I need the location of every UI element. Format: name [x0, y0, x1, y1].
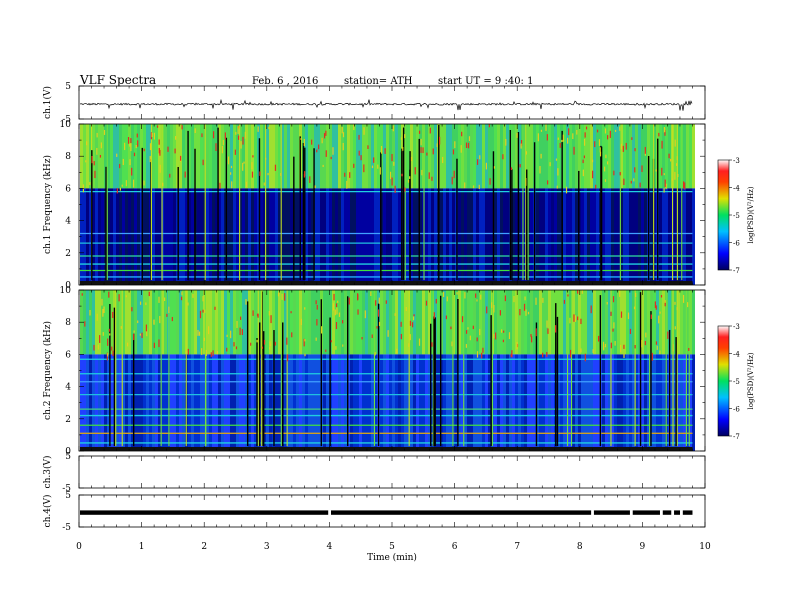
ytick-label: 2: [65, 415, 71, 425]
start-time-label: start UT = 9 :40: 1: [438, 76, 534, 87]
ytick-label: 8: [65, 152, 71, 162]
colorbar-tick-label: -7: [733, 267, 740, 275]
ch4-gap-4: [671, 510, 675, 516]
colorbar-tick-label: -6: [733, 240, 740, 248]
ch1-frequency-ylabel: ch.1 Frequency (kHz): [42, 155, 53, 254]
xtick-label: 6: [452, 542, 458, 552]
ytick-label: 4: [65, 383, 71, 393]
ch4-gap-5: [680, 510, 683, 516]
ytick-label: 8: [65, 318, 71, 328]
colorbar-label: log(PSD)(V²/Hz): [747, 352, 755, 409]
ch4-gap-1: [591, 510, 594, 516]
xtick-label: 1: [139, 542, 145, 552]
ch2-spectrogram: [80, 290, 695, 451]
xtick-label: 7: [514, 542, 520, 552]
ytick-label: 2: [65, 249, 71, 259]
ytick-label: 6: [65, 350, 71, 360]
colorbar-tick-label: -4: [733, 185, 740, 193]
xtick-label: 10: [699, 542, 711, 552]
colorbar-tick-label: -3: [733, 157, 740, 165]
ytick-label: 0: [65, 447, 71, 457]
ch1-colorbar: [717, 159, 730, 271]
xtick-label: 9: [640, 542, 646, 552]
xtick-label: 0: [76, 542, 82, 552]
ch4-waveform-band: [80, 510, 693, 515]
ch1-spectrogram: [80, 124, 695, 285]
colorbar-tick-label: -6: [733, 406, 740, 414]
colorbar-tick-label: -4: [733, 351, 740, 359]
date-label: Feb. 6 , 2016: [252, 76, 319, 87]
ch3-ylabel: ch.3(V): [42, 456, 53, 489]
ch4-gap-3: [659, 510, 663, 516]
ch4-gap-2: [629, 510, 633, 516]
xtick-label: 5: [389, 542, 395, 552]
ytick-label: 5: [65, 82, 71, 92]
station-label: station= ATH: [344, 76, 413, 87]
ytick-label: 10: [60, 120, 72, 130]
xtick-label: 2: [201, 542, 207, 552]
x-axis-label: Time (min): [367, 552, 417, 563]
ytick-label: 6: [65, 184, 71, 194]
ytick-label: 10: [60, 286, 72, 296]
xtick-label: 4: [327, 542, 333, 552]
xtick-label: 8: [577, 542, 583, 552]
ytick-label: 4: [65, 217, 71, 227]
ch1-ylabel: ch.1(V): [42, 86, 53, 119]
ch2-colorbar: [717, 325, 730, 437]
ch4-ylabel: ch.4(V): [42, 495, 53, 528]
colorbar-tick-label: -5: [733, 212, 740, 220]
ch4-gap-0: [328, 510, 331, 516]
ytick-label: -5: [62, 523, 71, 533]
colorbar-tick-label: -7: [733, 433, 740, 441]
colorbar-label: log(PSD)(V²/Hz): [747, 186, 755, 243]
ytick-label: -5: [62, 115, 71, 125]
ytick-label: 0: [65, 281, 71, 291]
ytick-label: 5: [65, 491, 71, 501]
ytick-label: 5: [65, 452, 71, 462]
ch2-frequency-ylabel: ch.2 Frequency (kHz): [42, 321, 53, 420]
xtick-label: 3: [264, 542, 270, 552]
ytick-label: -5: [62, 484, 71, 494]
ch1-waveform-trace: [80, 98, 693, 111]
colorbar-tick-label: -5: [733, 378, 740, 386]
colorbar-tick-label: -3: [733, 323, 740, 331]
chart-title: VLF Spectra: [80, 73, 157, 87]
